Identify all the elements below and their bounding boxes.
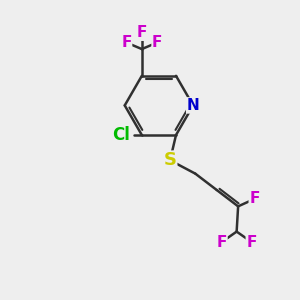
Text: F: F [246, 235, 257, 250]
Text: F: F [121, 35, 132, 50]
Text: Cl: Cl [112, 126, 130, 144]
Text: F: F [136, 25, 147, 40]
Text: S: S [164, 151, 177, 169]
Text: F: F [249, 191, 260, 206]
Text: N: N [187, 98, 200, 113]
Text: F: F [217, 235, 227, 250]
Text: F: F [152, 35, 163, 50]
